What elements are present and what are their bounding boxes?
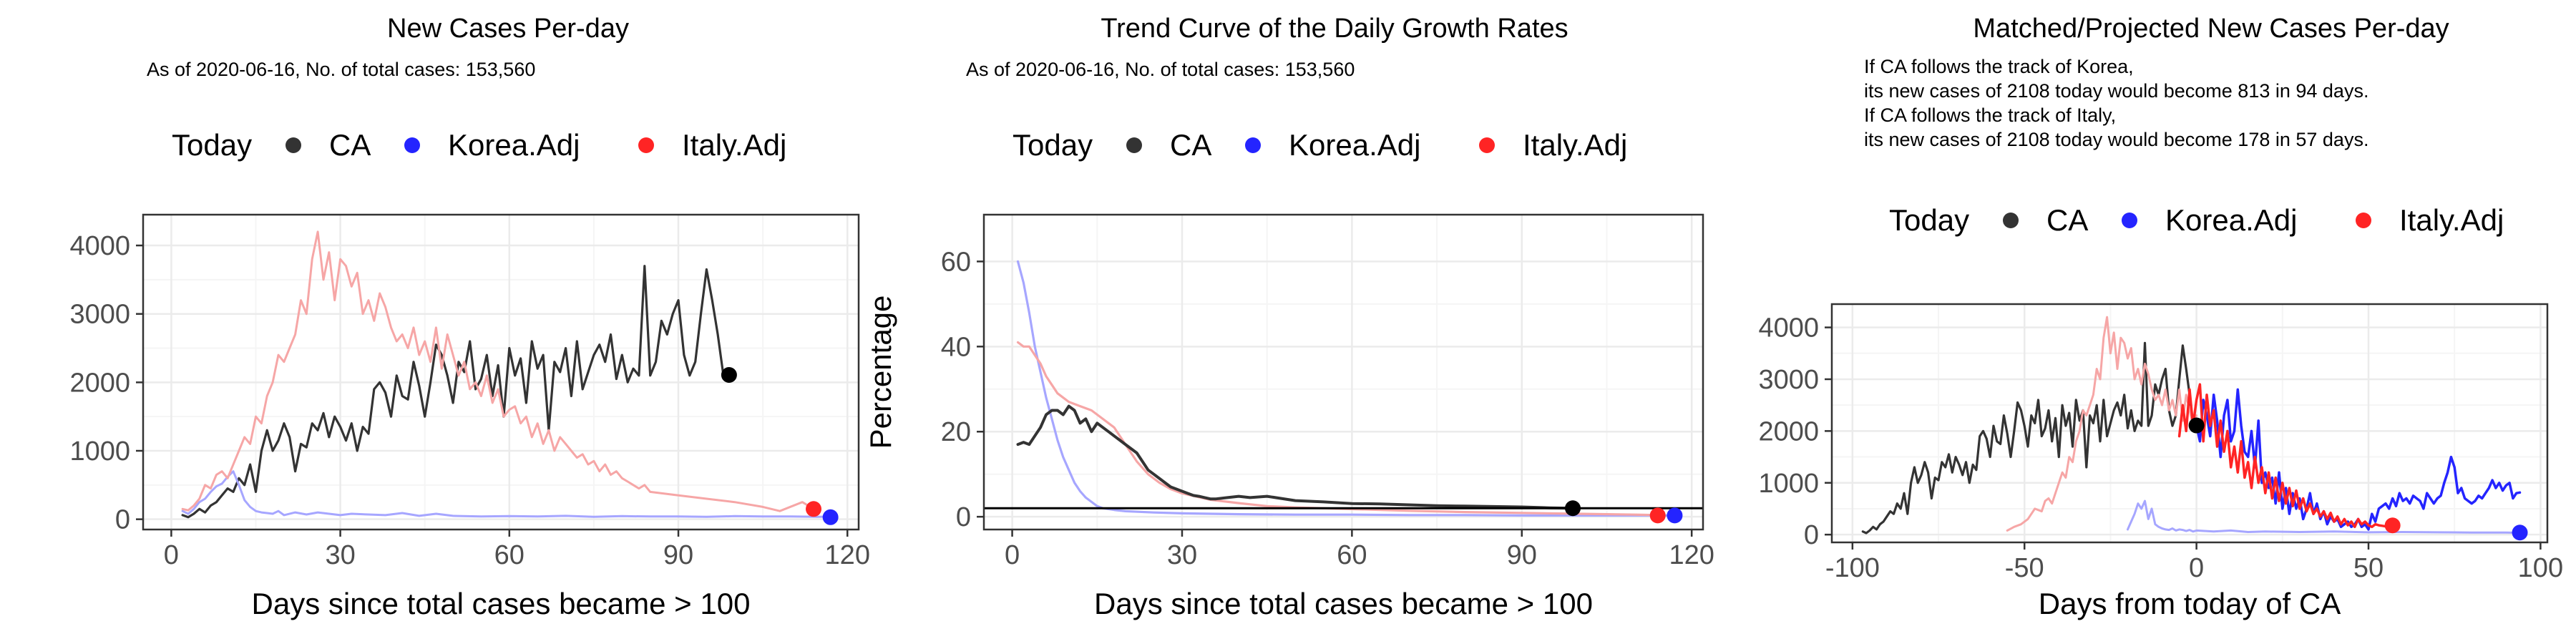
y-tick-label: 3000 xyxy=(69,300,130,330)
legend-label: Italy.Adj xyxy=(1523,128,1627,162)
y-tick-label: 40 xyxy=(941,332,971,362)
series-group xyxy=(181,230,832,519)
today-point-italy-adj xyxy=(2384,517,2401,534)
series-line-italy-adj xyxy=(1016,341,1659,517)
legend-label: Italy.Adj xyxy=(2399,203,2504,237)
x-tick-label: 90 xyxy=(663,540,693,570)
legend-label: CA xyxy=(1170,128,1211,162)
y-tick-label: 0 xyxy=(115,505,130,535)
legend-label: Korea.Adj xyxy=(2165,203,2297,237)
x-axis-label: Days since total cases became > 100 xyxy=(252,587,751,620)
today-point-ca xyxy=(2188,417,2205,434)
y-tick-label: 4000 xyxy=(69,231,130,261)
series-group xyxy=(1016,260,1676,517)
legend: Today CA Korea.Adj Italy.Adj xyxy=(1013,128,1627,162)
legend-key-korea-adj xyxy=(404,137,420,153)
panel-2: Trend Curve of the Daily Growth Rates As … xyxy=(864,14,1714,620)
x-tick-label: 100 xyxy=(2518,553,2563,583)
panel-border xyxy=(1830,303,2549,544)
y-tick-label: 20 xyxy=(941,417,971,447)
today-point-korea-adj xyxy=(822,509,839,525)
y-tick-label: 4000 xyxy=(1758,313,1819,343)
annotation-line: If CA follows the track of Italy, xyxy=(1864,104,2116,126)
series-line-ca xyxy=(181,265,731,519)
plot-area xyxy=(143,215,859,530)
series-group xyxy=(1861,316,2522,535)
series-line-italy-adj-matched xyxy=(2006,316,2198,532)
x-tick-label: 50 xyxy=(2353,553,2384,583)
chart-subtitle: As of 2020-06-16, No. of total cases: 15… xyxy=(966,59,1355,80)
legend-label: Italy.Adj xyxy=(682,128,786,162)
x-axis-label: Days from today of CA xyxy=(2039,587,2341,620)
legend-label: Korea.Adj xyxy=(1289,128,1420,162)
legend-label: Korea.Adj xyxy=(448,128,580,162)
panel-1: New Cases Per-day As of 2020-06-16, No. o… xyxy=(69,14,870,620)
series-line-korea-adj xyxy=(181,470,832,518)
series-line-ca xyxy=(1016,404,1574,510)
x-tick-label: 30 xyxy=(1167,540,1197,570)
legend-title: Today xyxy=(1013,128,1093,162)
legend-key-korea-adj xyxy=(1245,137,1261,153)
x-axis-label: Days since total cases became > 100 xyxy=(1094,587,1593,620)
legend-key-italy-adj xyxy=(1479,137,1495,153)
today-point-korea-adj xyxy=(1667,507,1683,524)
annotation-line: its new cases of 2108 today would become… xyxy=(1864,129,2368,150)
legend-title: Today xyxy=(1889,203,1969,237)
y-tick-label: 2000 xyxy=(1758,416,1819,447)
y-tick-label: 3000 xyxy=(1758,365,1819,395)
legend: Today CA Korea.Adj Italy.Adj xyxy=(172,128,786,162)
legend-key-italy-adj xyxy=(638,137,654,153)
y-tick-label: 1000 xyxy=(69,436,130,467)
annotation-line: If CA follows the track of Korea, xyxy=(1864,56,2134,77)
x-tick-label: 0 xyxy=(164,540,179,570)
y-tick-label: 1000 xyxy=(1758,469,1819,499)
today-point-korea-adj xyxy=(2512,525,2528,541)
grid xyxy=(984,215,1703,530)
legend-label: CA xyxy=(329,128,371,162)
series-line-korea-adj xyxy=(1016,260,1676,517)
chart-title: Matched/Projected New Cases Per-day xyxy=(1973,14,2449,44)
x-tick-label: 120 xyxy=(1669,540,1714,570)
today-point-italy-adj xyxy=(1649,507,1666,524)
panel-3: Matched/Projected New Cases Per-day If CA… xyxy=(1758,14,2563,620)
legend-title: Today xyxy=(172,128,252,162)
chart-title: New Cases Per-day xyxy=(387,14,629,44)
legend-key-ca xyxy=(286,137,301,153)
series-line-italy-adj-projected xyxy=(2177,383,2394,529)
series-line-korea-adj-matched xyxy=(2127,499,2521,535)
x-tick-label: -100 xyxy=(1825,553,1880,583)
x-tick-label: 90 xyxy=(1507,540,1537,570)
y-tick-label: 0 xyxy=(956,502,971,532)
x-tick-label: -50 xyxy=(2005,553,2044,583)
series-line-italy-adj xyxy=(181,230,815,512)
x-tick-label: 60 xyxy=(1337,540,1367,570)
legend-label: CA xyxy=(2046,203,2088,237)
y-axis-label: Percentage xyxy=(864,296,897,449)
today-point-italy-adj xyxy=(806,501,822,517)
y-tick-label: 0 xyxy=(1804,520,1819,550)
y-tick-label: 2000 xyxy=(69,368,130,398)
today-point-ca xyxy=(1564,500,1581,517)
panel-border xyxy=(142,213,860,531)
legend-key-ca xyxy=(2003,213,2019,228)
today-point-ca xyxy=(721,367,737,384)
panel-border xyxy=(982,213,1704,531)
legend-key-italy-adj xyxy=(2356,213,2371,228)
x-tick-label: 0 xyxy=(1005,540,1020,570)
annotation-line: its new cases of 2108 today would become… xyxy=(1864,80,2368,102)
x-tick-label: 120 xyxy=(825,540,870,570)
chart-subtitle: As of 2020-06-16, No. of total cases: 15… xyxy=(147,59,535,80)
legend: Today CA Korea.Adj Italy.Adj xyxy=(1889,203,2504,237)
series-line-ca xyxy=(1861,341,2198,535)
x-tick-label: 0 xyxy=(2189,553,2204,583)
y-tick-label: 60 xyxy=(941,247,971,277)
plot-area xyxy=(984,215,1703,530)
legend-key-korea-adj xyxy=(2122,213,2137,228)
x-tick-label: 30 xyxy=(325,540,355,570)
x-tick-label: 60 xyxy=(494,540,525,570)
legend-key-ca xyxy=(1126,137,1142,153)
chart-title: Trend Curve of the Daily Growth Rates xyxy=(1101,14,1568,44)
